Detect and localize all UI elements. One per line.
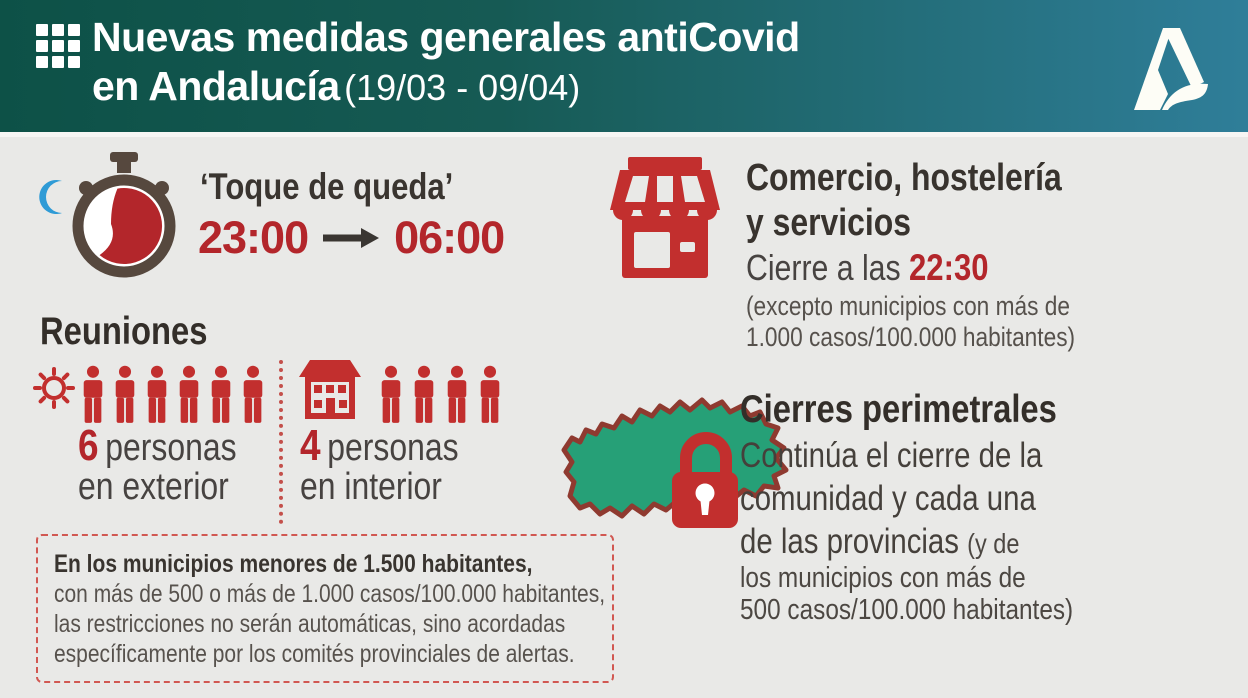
meetings-divider — [279, 360, 283, 524]
header-divider — [0, 132, 1248, 137]
header-band — [0, 0, 1248, 132]
page-title-region: en Andalucía — [92, 63, 340, 109]
indoor-person-row — [378, 364, 503, 426]
moon-icon — [38, 178, 70, 221]
page-title-line2: en Andalucía (19/03 - 09/04) — [92, 62, 800, 120]
commerce-title: Comercio, hostelería y servicios — [746, 157, 1062, 244]
person-icon — [211, 365, 231, 423]
grid-icon — [36, 24, 82, 75]
indoor-caption: 4 personas en interior — [300, 421, 459, 508]
curfew-start: 23:00 — [198, 212, 309, 263]
junta-andalucia-logo-icon — [1120, 20, 1214, 121]
outdoor-caption: 6 personas en exterior — [78, 421, 237, 508]
curfew-end: 06:00 — [394, 212, 505, 263]
perimeter-text: Continúa el cierre de la comunidad y cad… — [740, 436, 1043, 561]
page-title-line1: Nuevas medidas generales antiCovid — [92, 14, 800, 60]
padlock-icon — [672, 432, 738, 528]
sun-icon — [32, 366, 76, 415]
person-icon — [83, 365, 103, 423]
commerce-closing: Cierre a las 22:30 — [746, 247, 989, 288]
meetings-title: Reuniones — [40, 310, 208, 353]
person-icon — [414, 365, 434, 423]
outdoor-person-row — [80, 364, 266, 426]
andalucia-map-icon — [556, 386, 796, 566]
curfew-title: ‘Toque de queda’ — [200, 166, 454, 207]
note-box: En los municipios menores de 1.500 habit… — [36, 534, 614, 683]
commerce-exception: (excepto municipios con más de 1.000 cas… — [746, 291, 1076, 352]
perimeter-text-small: los municipios con más de 500 casos/100.… — [740, 562, 1074, 626]
stopwatch-icon — [68, 152, 180, 287]
curfew-times: 23:00 06:00 — [198, 212, 505, 264]
closing-time: 22:30 — [909, 247, 989, 288]
perimeter-title: Cierres perimetrales — [740, 388, 1057, 431]
person-icon — [147, 365, 167, 423]
person-icon — [115, 365, 135, 423]
person-icon — [480, 365, 500, 423]
page-title-dates: (19/03 - 09/04) — [344, 67, 581, 108]
house-icon — [296, 356, 364, 425]
arrow-right-icon — [323, 228, 380, 248]
page-title: Nuevas medidas generales antiCovid en An… — [92, 13, 800, 120]
person-icon — [243, 365, 263, 423]
person-icon — [447, 365, 467, 423]
store-icon — [606, 154, 724, 287]
person-icon — [179, 365, 199, 423]
person-icon — [381, 365, 401, 423]
